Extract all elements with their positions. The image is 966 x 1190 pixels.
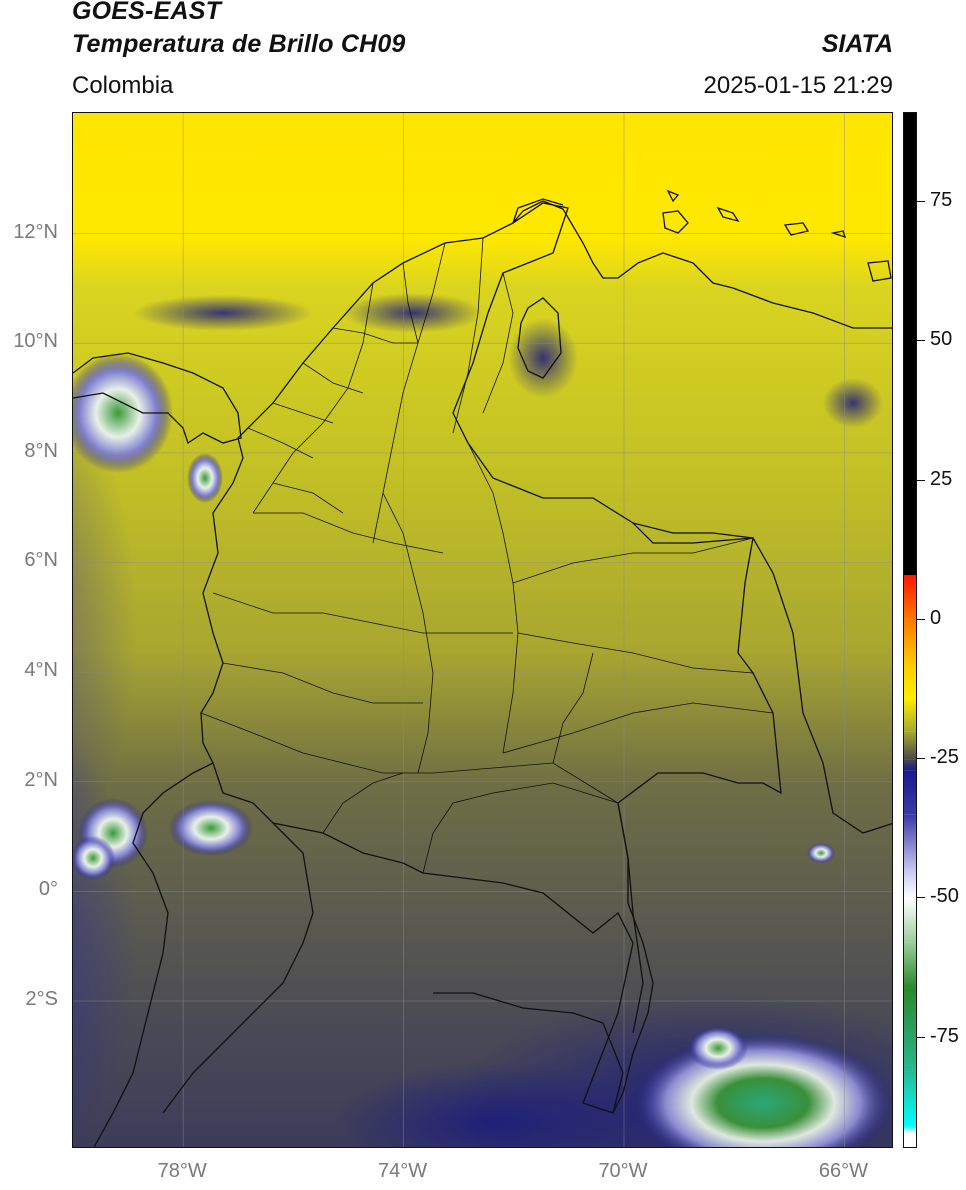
lon-tick-label: 66°W	[818, 1160, 868, 1182]
cold-streak-maracaibo	[508, 318, 578, 398]
colorbar-segment	[904, 1132, 916, 1147]
guajira-peninsula	[512, 198, 564, 224]
colorbar-segment	[904, 1065, 916, 1127]
colorbar-segment	[904, 814, 916, 871]
colorbar-segment	[904, 870, 916, 899]
timestamp-label: 2025-01-15 21:29	[703, 72, 894, 99]
caribbean-islet-2	[716, 206, 740, 223]
lat-tick-label: 10°N	[13, 330, 58, 353]
gridlines	[73, 113, 892, 1147]
caribbean-islet-1	[666, 189, 680, 203]
colorbar-tick-label: 0	[930, 606, 942, 629]
colorbar-segment	[904, 731, 916, 760]
convective-cell-pacific-2	[73, 836, 115, 880]
caribbean-islet-3	[783, 222, 810, 236]
department-borders	[200, 237, 774, 874]
lat-tick-label: 0°	[38, 878, 58, 901]
colorbar-segment	[904, 759, 916, 771]
peru-brazil-border	[433, 992, 624, 1114]
colorbar-segment	[904, 987, 916, 1066]
convective-cell-uraba	[187, 453, 223, 503]
colorbar-tick-mark	[917, 897, 925, 899]
cold-streak-caribbean	[133, 295, 313, 331]
colorbar	[903, 112, 917, 1148]
venezuela-interior-border	[632, 522, 754, 539]
southern-cloud-band-2	[333, 1063, 653, 1147]
lon-tick-label: 74°W	[378, 1160, 428, 1182]
lon-tick-label: 70°W	[598, 1160, 648, 1182]
lat-tick-label: 12°N	[13, 220, 58, 243]
ecuador-peru-border	[162, 822, 314, 1114]
lat-tick-label: 8°N	[24, 439, 58, 462]
lat-tick-label: 6°N	[24, 549, 58, 572]
colorbar-segment	[904, 619, 916, 665]
lake-maracaibo	[517, 297, 562, 379]
colorbar-tick-mark	[917, 618, 925, 620]
colorbar-segment	[904, 1126, 916, 1133]
brightness-temperature-map	[72, 112, 893, 1148]
colorbar-segment	[904, 664, 916, 698]
lat-tick-label: 2°S	[25, 988, 58, 1010]
colorbar-segment	[904, 898, 916, 943]
country-borders	[73, 189, 892, 1147]
colorbar-tick-mark	[917, 758, 925, 760]
lat-tick-label: 4°N	[24, 659, 58, 682]
colorbar-tick-mark	[917, 479, 925, 481]
trinidad	[867, 260, 892, 282]
product-title: Temperatura de Brillo CH09	[72, 30, 406, 58]
convective-cell-east	[807, 843, 835, 863]
ecuador-coast	[93, 762, 214, 1147]
lat-tick-label: 2°N	[24, 768, 58, 791]
venezuela-coast	[512, 200, 892, 329]
lon-tick-label: 78°W	[157, 1160, 207, 1182]
southwest-cloud-band	[73, 733, 233, 1147]
colorbar-tick-label: 50	[930, 328, 953, 351]
aruba-curacao	[662, 210, 689, 234]
convective-cell-panama	[73, 353, 173, 473]
colorbar-tick-label: -75	[930, 1024, 959, 1047]
convective-cell-ecuador-coast	[169, 800, 253, 856]
colorbar-segment	[904, 575, 916, 620]
colorbar-segment	[904, 942, 916, 988]
caribbean-islet-4	[830, 230, 847, 239]
colorbar-tick-label: 75	[930, 189, 953, 212]
cold-streak-north	[343, 293, 483, 333]
colorbar-tick-mark	[917, 1036, 925, 1038]
colorbar-segment	[904, 575, 916, 576]
colorbar-segment	[904, 770, 916, 815]
venezuela-brazil-border	[752, 537, 892, 834]
colorbar-tick-label: 25	[930, 467, 953, 490]
colorbar-tick-mark	[917, 340, 925, 342]
colorbar-tick-label: -50	[930, 885, 959, 908]
cold-streak-venezuela	[823, 378, 883, 428]
panama-coast	[73, 352, 242, 445]
convective-cell-south	[688, 1026, 748, 1070]
satellite-title: GOES-EAST	[72, 0, 222, 25]
colorbar-segment	[904, 113, 916, 576]
colorbar-tick-mark	[917, 201, 925, 203]
colorbar-segment	[904, 697, 916, 732]
region-label: Colombia	[72, 72, 174, 99]
colorbar-tick-label: -25	[930, 746, 959, 769]
brand-label: SIATA	[821, 30, 893, 58]
brazil-border	[617, 802, 644, 1034]
